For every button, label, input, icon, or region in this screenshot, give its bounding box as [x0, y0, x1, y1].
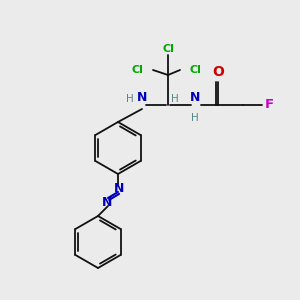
- Text: F: F: [265, 98, 274, 112]
- Text: O: O: [212, 65, 224, 79]
- Text: N: N: [102, 196, 112, 208]
- Text: H: H: [191, 113, 199, 123]
- Text: N: N: [137, 91, 147, 104]
- Text: Cl: Cl: [162, 44, 174, 54]
- Text: N: N: [190, 91, 200, 104]
- Text: H: H: [126, 94, 134, 104]
- Text: N: N: [114, 182, 124, 194]
- Text: Cl: Cl: [131, 65, 143, 75]
- Text: H: H: [171, 94, 179, 104]
- Text: Cl: Cl: [190, 65, 202, 75]
